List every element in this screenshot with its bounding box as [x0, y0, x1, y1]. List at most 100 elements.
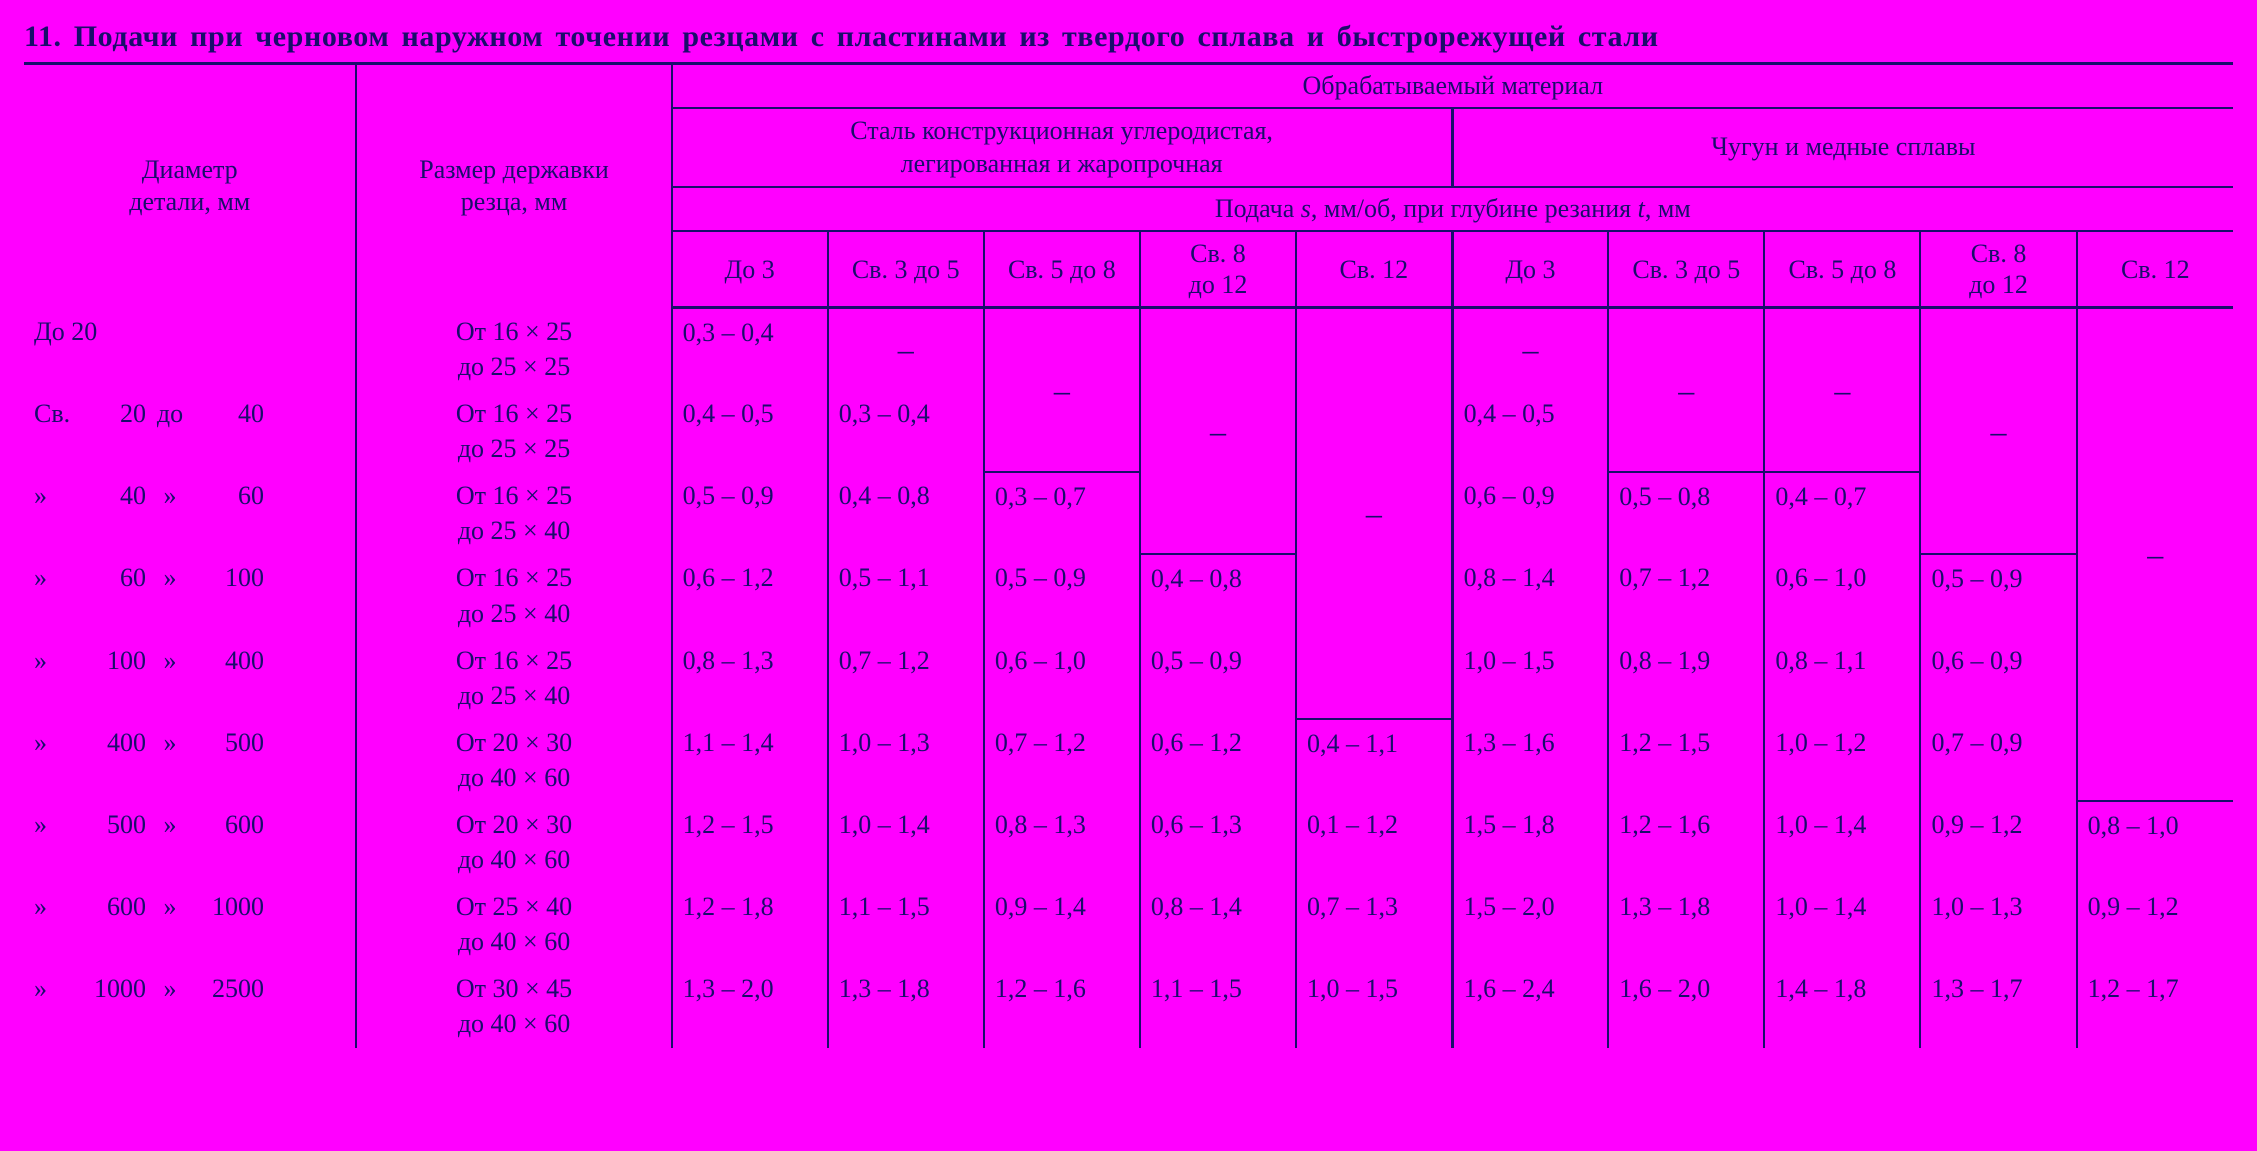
cell-steel-d4: 0,6 – 1,2 [1140, 719, 1296, 801]
dia-prefix: » [34, 889, 76, 924]
dia-mid: » [146, 725, 194, 760]
cell-iron-d1: – [1452, 308, 1608, 390]
cell-iron-d4: 0,9 – 1,2 [1920, 801, 2076, 883]
cell-iron-d1: 1,5 – 1,8 [1452, 801, 1608, 883]
cell-iron-d2: 1,3 – 1,8 [1608, 883, 1764, 965]
cell-steel-d2: 1,3 – 1,8 [828, 965, 984, 1047]
cell-steel-d1: 1,3 – 2,0 [672, 965, 828, 1047]
cell-iron-d2: – [1608, 308, 1764, 472]
cell-steel-d2: 0,5 – 1,1 [828, 554, 984, 636]
dia-prefix: » [34, 807, 76, 842]
cell-diameter: » 1000 » 2500 [24, 965, 356, 1047]
dia-from: 400 [76, 725, 146, 760]
cell-steel-d2: 1,1 – 1,5 [828, 883, 984, 965]
hdr-diameter: Диаметрдетали, мм [24, 65, 356, 308]
dia-mid: » [146, 889, 194, 924]
cell-steel-d5: 0,1 – 1,2 [1296, 801, 1452, 883]
cell-diameter: » 40 » 60 [24, 472, 356, 554]
table-row: » 40 » 60 От 16 × 25до 25 × 40 0,5 – 0,9… [24, 472, 2233, 554]
cell-iron-d2: 1,6 – 2,0 [1608, 965, 1764, 1047]
cell-steel-d1: 0,5 – 0,9 [672, 472, 828, 554]
cell-steel-d5: 1,0 – 1,5 [1296, 965, 1452, 1047]
dia-to: 1000 [194, 889, 264, 924]
cell-holder: От 16 × 25до 25 × 25 [356, 308, 671, 390]
cell-iron-d2: 0,7 – 1,2 [1608, 554, 1764, 636]
cell-steel-d1: 1,2 – 1,8 [672, 883, 828, 965]
cell-steel-d3: 0,6 – 1,0 [984, 637, 1140, 719]
cell-diameter: Св. 20 до 40 [24, 390, 356, 472]
cell-iron-d3: 0,6 – 1,0 [1764, 554, 1920, 636]
cell-iron-d4: 0,5 – 0,9 [1920, 554, 2076, 636]
cell-iron-d3: 0,4 – 0,7 [1764, 472, 1920, 554]
dia-from: 600 [76, 889, 146, 924]
dia-prefix: » [34, 643, 76, 678]
cell-diameter: » 60 » 100 [24, 554, 356, 636]
cell-diameter: » 100 » 400 [24, 637, 356, 719]
cell-iron-d4: 0,6 – 0,9 [1920, 637, 2076, 719]
cell-iron-d4: 1,3 – 1,7 [1920, 965, 2076, 1047]
cell-steel-d1: 0,4 – 0,5 [672, 390, 828, 472]
cell-steel-d3: 0,3 – 0,7 [984, 472, 1140, 554]
cell-iron-d5: 0,8 – 1,0 [2077, 801, 2233, 883]
cell-iron-d3: 1,4 – 1,8 [1764, 965, 1920, 1047]
cell-iron-d3: 0,8 – 1,1 [1764, 637, 1920, 719]
cell-steel-d1: 0,6 – 1,2 [672, 554, 828, 636]
hdr-steel-d1: До 3 [672, 231, 828, 308]
cell-holder: От 25 × 40до 40 × 60 [356, 883, 671, 965]
hdr-holder: Размер державкирезца, мм [356, 65, 671, 308]
cell-holder: От 16 × 25до 25 × 40 [356, 637, 671, 719]
hdr-feed-mid: , мм/об, при глубине резания [1311, 194, 1638, 223]
table-row: » 600 » 1000 От 25 × 40до 40 × 60 1,2 – … [24, 883, 2233, 965]
cell-diameter: До 20 [24, 308, 356, 390]
dia-from: 40 [76, 478, 146, 513]
table-row: » 60 » 100 От 16 × 25до 25 × 40 0,6 – 1,… [24, 554, 2233, 636]
dia-mid: » [146, 807, 194, 842]
table-row: » 100 » 400 От 16 × 25до 25 × 40 0,8 – 1… [24, 637, 2233, 719]
dia-from: 500 [76, 807, 146, 842]
dia-mid: до [146, 396, 194, 431]
cell-diameter: » 600 » 1000 [24, 883, 356, 965]
cell-iron-d4: 0,7 – 0,9 [1920, 719, 2076, 801]
hdr-material-group: Обрабатываемый материал [672, 65, 2233, 108]
cell-iron-d3: – [1764, 308, 1920, 472]
cell-steel-d3: 0,9 – 1,4 [984, 883, 1140, 965]
cell-iron-d5: 0,9 – 1,2 [2077, 883, 2233, 965]
cell-iron-d5: 1,2 – 1,7 [2077, 965, 2233, 1047]
hdr-feed-s: s [1301, 194, 1311, 223]
cell-iron-d4: – [1920, 308, 2076, 555]
cell-steel-d3: 0,8 – 1,3 [984, 801, 1140, 883]
cell-diameter: » 500 » 600 [24, 801, 356, 883]
cell-iron-d1: 0,6 – 0,9 [1452, 472, 1608, 554]
dia-to: 500 [194, 725, 264, 760]
cell-holder: От 30 × 45до 40 × 60 [356, 965, 671, 1047]
cell-steel-d4: 0,6 – 1,3 [1140, 801, 1296, 883]
cell-holder: От 16 × 25до 25 × 40 [356, 472, 671, 554]
dia-mid: » [146, 643, 194, 678]
dia-to: 100 [194, 560, 264, 595]
cell-iron-d3: 1,0 – 1,4 [1764, 883, 1920, 965]
cell-holder: От 16 × 25до 25 × 25 [356, 390, 671, 472]
cell-iron-d1: 0,4 – 0,5 [1452, 390, 1608, 472]
cell-steel-d2: 0,3 – 0,4 [828, 390, 984, 472]
cell-iron-d1: 1,3 – 1,6 [1452, 719, 1608, 801]
dia-to: 400 [194, 643, 264, 678]
cell-steel-d2: 1,0 – 1,3 [828, 719, 984, 801]
hdr-feed-prefix: Подача [1215, 194, 1301, 223]
dia-to: 2500 [194, 971, 264, 1006]
cell-steel-d2: 0,7 – 1,2 [828, 637, 984, 719]
hdr-steel-d5: Св. 12 [1296, 231, 1452, 308]
cell-steel-d2: 0,4 – 0,8 [828, 472, 984, 554]
cell-steel-d1: 1,2 – 1,5 [672, 801, 828, 883]
cell-steel-d5: – [1296, 308, 1452, 719]
cell-steel-d4: 0,8 – 1,4 [1140, 883, 1296, 965]
cell-steel-d5: 0,7 – 1,3 [1296, 883, 1452, 965]
dia-to: 40 [194, 396, 264, 431]
cell-iron-d1: 1,5 – 2,0 [1452, 883, 1608, 965]
cell-iron-d1: 1,6 – 2,4 [1452, 965, 1608, 1047]
cell-steel-d4: – [1140, 308, 1296, 555]
dia-text: До 20 [34, 317, 97, 346]
dia-to: 600 [194, 807, 264, 842]
dia-prefix: » [34, 725, 76, 760]
cell-iron-d2: 0,8 – 1,9 [1608, 637, 1764, 719]
cell-steel-d1: 1,1 – 1,4 [672, 719, 828, 801]
